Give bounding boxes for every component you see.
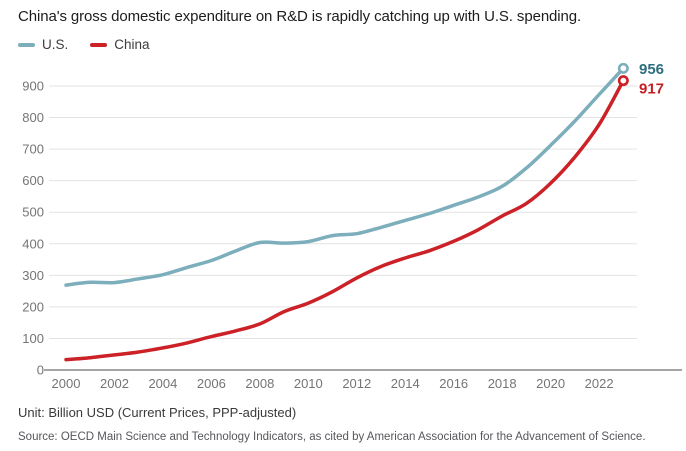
us-end-marker	[617, 62, 629, 74]
chart-title: China's gross domestic expenditure on R&…	[18, 8, 582, 25]
y-tick-label-300: 300	[22, 268, 44, 283]
china-end-marker	[617, 75, 629, 87]
y-tick-label-500: 500	[22, 205, 44, 220]
china-line-swatch-icon	[90, 42, 108, 47]
y-tick-label-0: 0	[37, 363, 44, 378]
x-tick-label-2014: 2014	[391, 376, 420, 391]
x-tick-label-2016: 2016	[439, 376, 468, 391]
x-tick-label-2002: 2002	[100, 376, 129, 391]
china-end-value-label: 917	[639, 81, 664, 98]
x-tick-label-2000: 2000	[52, 376, 81, 391]
x-tick-label-2010: 2010	[294, 376, 323, 391]
source-note: Source: OECD Main Science and Technology…	[18, 431, 646, 443]
x-tick-label-2012: 2012	[342, 376, 371, 391]
us-end-value-label: 956	[639, 61, 664, 78]
legend-item-us: U.S.	[18, 37, 68, 52]
x-tick-label-2022: 2022	[585, 376, 614, 391]
y-tick-label-100: 100	[22, 331, 44, 346]
x-tick-label-2008: 2008	[245, 376, 274, 391]
china-data-line	[64, 78, 626, 362]
x-tick-label-2004: 2004	[148, 376, 177, 391]
y-tick-label-900: 900	[22, 79, 44, 94]
y-tick-label-400: 400	[22, 236, 44, 251]
y-tick-label-700: 700	[22, 142, 44, 157]
x-tick-label-2018: 2018	[488, 376, 517, 391]
y-tick-label-600: 600	[22, 173, 44, 188]
unit-note: Unit: Billion USD (Current Prices, PPP-a…	[18, 405, 297, 420]
x-tick-label-2020: 2020	[536, 376, 565, 391]
y-tick-label-800: 800	[22, 110, 44, 125]
chart-legend: U.S. China	[18, 37, 150, 52]
x-tick-label-2006: 2006	[197, 376, 226, 391]
legend-label-us: U.S.	[42, 37, 69, 52]
y-tick-label-200: 200	[22, 299, 44, 314]
legend-label-china: China	[114, 37, 150, 52]
us-data-line	[64, 66, 626, 287]
us-line-swatch-icon	[18, 42, 35, 47]
legend-item-china: China	[90, 37, 150, 52]
